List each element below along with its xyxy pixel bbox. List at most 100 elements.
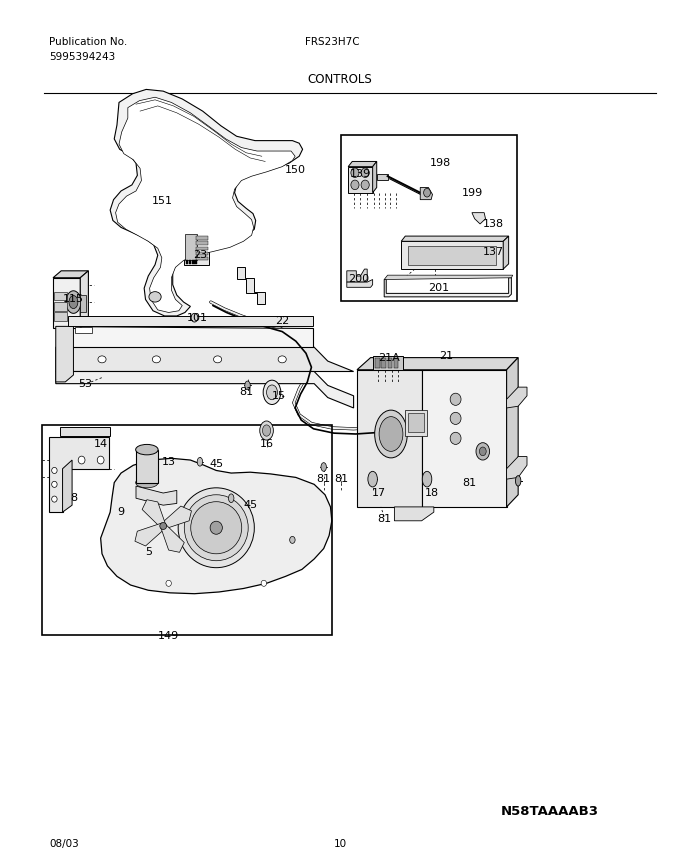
Ellipse shape (97, 457, 104, 464)
Text: 45: 45 (243, 500, 257, 510)
Ellipse shape (52, 467, 57, 474)
Bar (408, 246, 496, 265)
Ellipse shape (321, 463, 326, 471)
Polygon shape (384, 275, 513, 279)
Ellipse shape (135, 444, 158, 455)
Polygon shape (68, 316, 313, 326)
Ellipse shape (351, 168, 359, 178)
Polygon shape (507, 387, 527, 408)
Text: 5: 5 (145, 547, 152, 557)
Polygon shape (347, 279, 373, 287)
Text: CONTROLS: CONTROLS (307, 73, 373, 86)
Polygon shape (377, 174, 388, 180)
Bar (196, 236, 208, 240)
Ellipse shape (166, 580, 171, 587)
Ellipse shape (214, 356, 222, 363)
Text: 53: 53 (78, 378, 92, 389)
Text: 137: 137 (483, 247, 505, 257)
Text: 5995394243: 5995394243 (49, 52, 115, 62)
Ellipse shape (197, 457, 203, 466)
Text: FRS23H7C: FRS23H7C (305, 37, 359, 48)
Bar (381, 358, 386, 368)
Bar (405, 410, 427, 436)
Text: 149: 149 (158, 631, 180, 641)
Ellipse shape (479, 447, 486, 456)
Polygon shape (503, 236, 509, 269)
Ellipse shape (160, 523, 167, 529)
Polygon shape (56, 326, 313, 347)
Text: 10: 10 (333, 838, 347, 849)
Text: Publication No.: Publication No. (49, 37, 127, 48)
Ellipse shape (263, 380, 281, 404)
Polygon shape (80, 271, 88, 328)
Text: 17: 17 (372, 488, 386, 498)
Ellipse shape (152, 356, 160, 363)
Text: 9: 9 (118, 507, 124, 517)
Polygon shape (373, 161, 377, 193)
Polygon shape (422, 370, 507, 507)
Polygon shape (63, 460, 72, 512)
Ellipse shape (351, 181, 359, 190)
Polygon shape (56, 372, 354, 408)
Polygon shape (49, 437, 109, 512)
Text: 150: 150 (286, 165, 306, 175)
Ellipse shape (178, 488, 254, 568)
Ellipse shape (210, 521, 222, 534)
Ellipse shape (98, 356, 106, 363)
Ellipse shape (515, 476, 521, 486)
Bar (341, 135, 517, 301)
Ellipse shape (190, 502, 242, 554)
Text: 08/03: 08/03 (49, 838, 79, 849)
Bar (196, 252, 208, 255)
Ellipse shape (184, 495, 248, 561)
Polygon shape (357, 358, 518, 370)
Text: 81: 81 (377, 514, 391, 524)
Text: 22: 22 (275, 316, 289, 326)
Ellipse shape (69, 295, 78, 308)
Text: 18: 18 (425, 488, 439, 498)
Ellipse shape (191, 313, 198, 322)
Text: 198: 198 (430, 158, 452, 168)
Bar (54, 292, 67, 300)
Text: 14: 14 (94, 439, 107, 450)
Polygon shape (116, 97, 295, 312)
Ellipse shape (379, 417, 403, 451)
Text: 200: 200 (348, 274, 370, 285)
Text: 13: 13 (162, 457, 175, 467)
Polygon shape (162, 506, 192, 529)
Ellipse shape (422, 471, 432, 487)
Ellipse shape (290, 536, 295, 543)
Text: 81: 81 (239, 387, 253, 398)
Polygon shape (384, 278, 511, 297)
Bar (192, 260, 194, 264)
Ellipse shape (260, 421, 273, 440)
Bar (408, 413, 424, 432)
Polygon shape (394, 507, 434, 521)
Ellipse shape (78, 457, 85, 464)
Bar (189, 260, 191, 264)
Text: 151: 151 (152, 196, 172, 207)
Text: 21A: 21A (378, 353, 400, 364)
Polygon shape (507, 358, 518, 507)
Polygon shape (53, 278, 80, 328)
Polygon shape (348, 167, 373, 193)
Polygon shape (357, 370, 422, 507)
Text: 23: 23 (194, 250, 207, 260)
Polygon shape (56, 326, 73, 382)
Ellipse shape (267, 385, 277, 399)
Bar (196, 247, 208, 250)
Text: 199: 199 (462, 187, 483, 198)
Text: 81: 81 (335, 474, 348, 484)
Ellipse shape (261, 580, 267, 587)
Text: 139: 139 (350, 168, 371, 179)
Polygon shape (401, 241, 503, 269)
Text: 101: 101 (187, 312, 207, 323)
Text: N58TAAAAB3: N58TAAAAB3 (500, 805, 598, 818)
Ellipse shape (424, 188, 430, 197)
Bar (184, 232, 209, 265)
Text: 8: 8 (70, 493, 77, 503)
Bar (42, 425, 332, 635)
Text: 138: 138 (483, 219, 505, 229)
Polygon shape (135, 523, 165, 546)
Ellipse shape (149, 292, 161, 302)
